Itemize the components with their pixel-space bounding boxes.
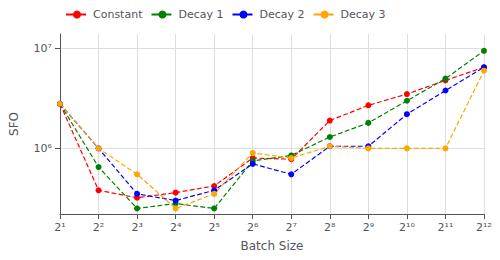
svg-text:2¹: 2¹ xyxy=(54,221,65,234)
svg-text:2²: 2² xyxy=(93,221,104,234)
svg-text:2⁶: 2⁶ xyxy=(247,221,259,234)
svg-text:Decay 3: Decay 3 xyxy=(341,8,386,21)
svg-text:2¹¹: 2¹¹ xyxy=(438,221,454,234)
svg-text:2³: 2³ xyxy=(131,221,142,234)
svg-text:2⁵: 2⁵ xyxy=(208,221,219,234)
svg-text:2⁷: 2⁷ xyxy=(286,221,297,234)
svg-text:2¹⁰: 2¹⁰ xyxy=(399,221,415,234)
svg-text:Constant: Constant xyxy=(93,8,143,21)
svg-text:Decay 2: Decay 2 xyxy=(259,8,304,21)
svg-text:Decay 1: Decay 1 xyxy=(178,8,223,21)
svg-text:10⁷: 10⁷ xyxy=(34,42,52,55)
svg-text:2⁸: 2⁸ xyxy=(324,221,336,234)
svg-text:2¹²: 2¹² xyxy=(476,221,492,234)
svg-text:SFO: SFO xyxy=(7,112,21,136)
svg-text:Batch Size: Batch Size xyxy=(241,239,304,253)
svg-text:2⁹: 2⁹ xyxy=(363,221,374,234)
svg-text:10⁶: 10⁶ xyxy=(34,142,53,155)
svg-text:2⁴: 2⁴ xyxy=(170,221,182,234)
